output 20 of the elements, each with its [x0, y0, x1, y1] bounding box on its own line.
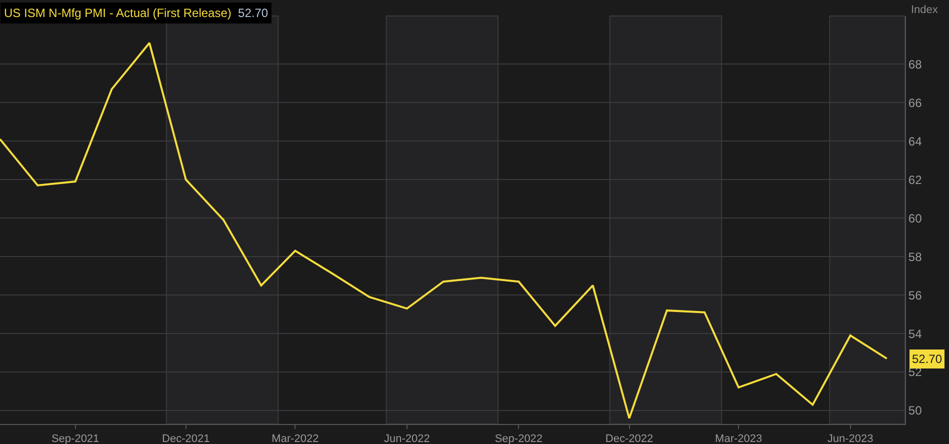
chart-title: US ISM N-Mfg PMI - Actual (First Release) — [4, 6, 232, 20]
y-axis-title: Index — [911, 4, 938, 16]
y-tick-label: 62 — [908, 172, 922, 187]
y-tick-label: 66 — [908, 96, 922, 110]
x-tick-label: Mar-2023 — [715, 433, 762, 444]
y-tick-label: 68 — [908, 57, 922, 72]
y-tick-label: 50 — [908, 404, 922, 418]
x-tick-label: Dec-2021 — [162, 433, 210, 444]
y-tick-label: 58 — [908, 250, 922, 264]
x-tick-label: Jun-2023 — [827, 433, 874, 444]
annotation: 52.70 — [238, 6, 268, 20]
x-tick-label: Jun-2022 — [384, 433, 430, 444]
x-tick-label: Mar-2022 — [272, 433, 319, 444]
y-tick-label: 56 — [908, 288, 922, 302]
y-tick-label: 64 — [908, 134, 922, 148]
annotation: 52.70 — [912, 352, 942, 366]
x-tick-label: Dec-2022 — [605, 433, 654, 444]
line-series — [0, 42, 888, 420]
y-tick-label: 60 — [908, 211, 922, 226]
y-tick-label: 54 — [908, 326, 922, 341]
